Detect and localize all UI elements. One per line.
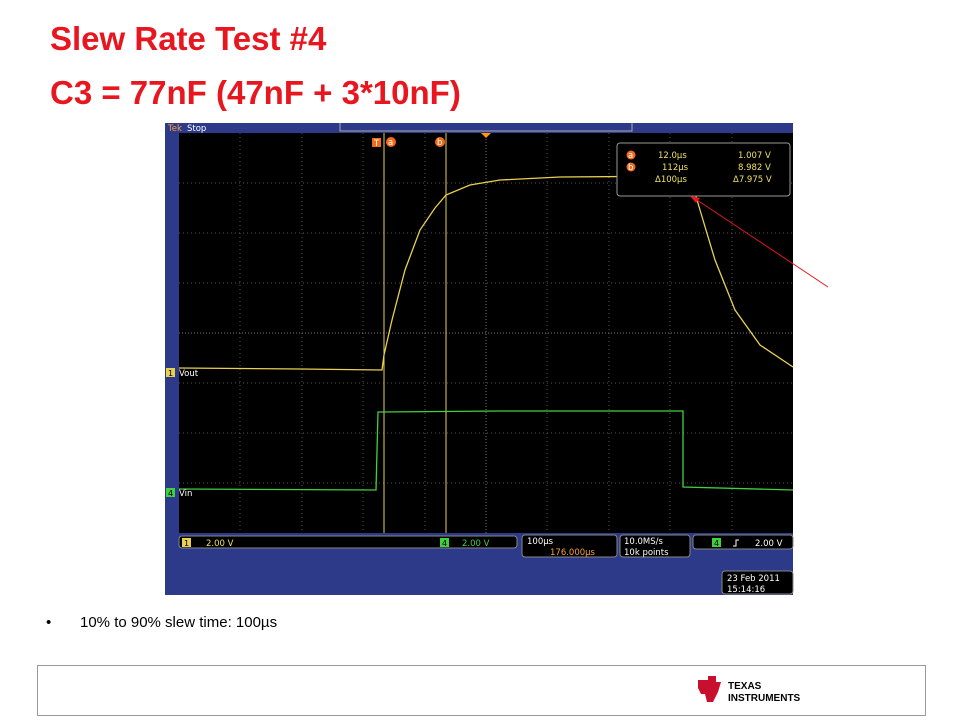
timebase: 100µs — [527, 537, 554, 547]
trigger-position: 176.000µs — [550, 548, 596, 558]
ti-logo-mark — [698, 676, 721, 702]
title-line: Slew Rate Test #4 — [50, 20, 327, 57]
trigger-pos — [481, 133, 491, 138]
marker-dot — [386, 137, 396, 147]
logo-text: TEXAS — [728, 681, 762, 692]
arrow-head — [690, 196, 700, 203]
pointer-arrow — [693, 197, 829, 288]
readout-marker: b — [628, 163, 633, 173]
channel-number: 1 — [184, 539, 189, 548]
readout-time: 12.0µs — [658, 151, 687, 161]
readout-value: 8.982 V — [738, 163, 771, 173]
date: 23 Feb 2011 — [727, 574, 780, 584]
vout-trace — [178, 175, 794, 371]
scope-screenshot: Tek Stop T a b a 12.0µs 1.007 V b 112µs … — [165, 123, 794, 595]
readout-box — [616, 142, 791, 197]
title-line: C3 = 77nF (47nF + 3*10nF) — [50, 74, 461, 111]
record-bar — [339, 123, 633, 132]
readout-value: 1.007 V — [738, 151, 771, 161]
channel-label: Vout — [179, 369, 199, 379]
readout-time: Δ100µs — [655, 175, 687, 185]
trigger-channel: 4 — [714, 539, 719, 548]
cursor-label: a — [388, 138, 393, 148]
channel-scale: 2.00 V — [462, 539, 490, 549]
channel-number: 1 — [168, 369, 173, 378]
sample-rate: 10.0MS/s — [624, 537, 664, 547]
marker-box — [372, 138, 381, 147]
footer-box — [37, 665, 926, 716]
readout-value: Δ7.975 V — [733, 175, 772, 185]
trigger-marker: T — [373, 139, 380, 149]
record-length: 10k points — [624, 548, 669, 558]
cursor-label: b — [437, 138, 442, 148]
marker-dot — [435, 137, 445, 147]
bullet-dot: • — [46, 614, 51, 631]
trigger-level: 2.00 V — [755, 539, 783, 549]
readout-marker: a — [628, 151, 633, 161]
time: 15:14:16 — [727, 585, 765, 595]
channel-number: 4 — [168, 489, 173, 498]
vin-trace — [178, 410, 794, 491]
bullet: 10% to 90% slew time: 100µs — [80, 614, 277, 631]
brand: Tek — [167, 124, 182, 134]
grid — [179, 133, 793, 533]
logo-text: INSTRUMENTS — [728, 693, 801, 704]
channel-scale: 2.00 V — [206, 539, 234, 549]
status: Stop — [187, 124, 206, 134]
channel-label: Vin — [179, 489, 192, 499]
channel-number: 4 — [442, 539, 447, 548]
readout-time: 112µs — [662, 163, 689, 173]
